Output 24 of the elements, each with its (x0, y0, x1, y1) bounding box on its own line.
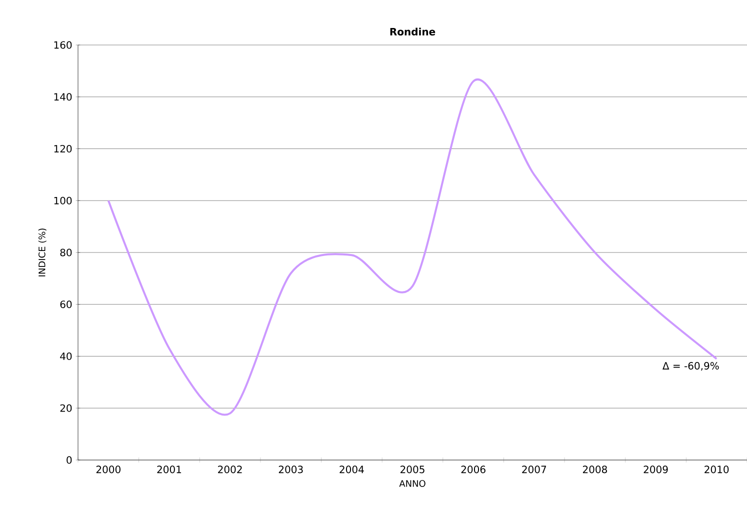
y-tick-label: 40 (60, 352, 72, 360)
x-tick-label: 2004 (340, 466, 364, 474)
y-axis-title: INDICE (%) (38, 228, 46, 276)
annotation: Δ = -60,9% (662, 362, 719, 371)
x-tick-label: 2003 (278, 466, 303, 474)
chart-title: Rondine (390, 28, 436, 36)
y-tick-label: 60 (60, 300, 72, 308)
x-tick-label: 2000 (96, 466, 120, 474)
x-tick-label: 2005 (400, 466, 424, 474)
x-tick-label: 2006 (461, 466, 486, 474)
y-tick-label: 0 (66, 456, 72, 464)
x-tick-label: 2008 (582, 466, 607, 474)
x-tick-label: 2010 (704, 466, 729, 474)
y-tick-label: 140 (54, 93, 72, 101)
y-tick-label: 160 (54, 41, 72, 49)
x-axis-title: ANNO (399, 480, 426, 487)
x-tick-label: 2002 (218, 466, 242, 474)
x-tick-label: 2007 (522, 466, 546, 474)
y-tick-label: 20 (60, 404, 72, 412)
y-tick-label: 100 (54, 196, 72, 204)
y-tick-label: 80 (60, 248, 72, 256)
x-tick-label: 2001 (157, 466, 182, 474)
x-tick-label: 2009 (644, 466, 668, 474)
y-tick-label: 120 (54, 144, 72, 153)
